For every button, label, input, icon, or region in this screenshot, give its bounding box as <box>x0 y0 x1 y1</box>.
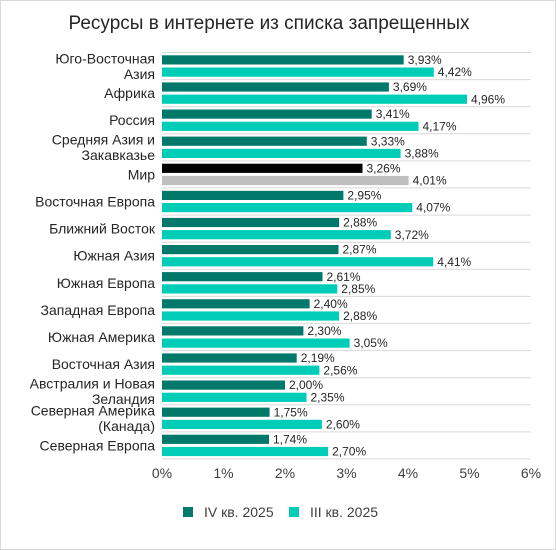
bar <box>162 257 434 267</box>
category-label: Закавказье <box>82 147 156 163</box>
data-label: 3,26% <box>367 161 401 175</box>
bar <box>162 446 329 457</box>
data-label: 2,88% <box>343 216 377 230</box>
data-label: 2,70% <box>332 445 366 459</box>
x-axis: 0% 1% 2% 3% 4% 5% 6% <box>152 465 541 481</box>
bar <box>162 190 344 200</box>
data-label: 4,42% <box>438 65 472 79</box>
bar <box>162 272 323 282</box>
bar <box>162 148 401 158</box>
bar <box>162 230 391 240</box>
bar <box>162 163 363 173</box>
category-label: Россия <box>109 112 155 128</box>
legend-swatch <box>289 507 299 517</box>
bar <box>162 299 310 309</box>
bar <box>162 82 389 92</box>
data-label: 4,96% <box>471 92 505 106</box>
bar <box>162 245 339 255</box>
data-label: 3,88% <box>405 147 439 161</box>
data-label: 2,56% <box>323 363 357 377</box>
legend: IV кв. 2025 III кв. 2025 <box>183 504 378 520</box>
data-label: 3,33% <box>371 134 405 148</box>
bar <box>162 419 322 429</box>
data-label: 2,87% <box>343 243 377 257</box>
bar <box>162 217 340 228</box>
category-label: Северная Европа <box>40 437 156 453</box>
data-label: 1,75% <box>274 405 308 419</box>
category-label: Северная Америка <box>31 403 156 419</box>
bar <box>162 136 367 146</box>
x-tick-label: 5% <box>459 465 479 481</box>
bar <box>162 94 467 104</box>
data-label: 4,07% <box>416 201 450 215</box>
data-label: 3,69% <box>393 80 427 94</box>
category-label: Восточная Азия <box>52 356 155 372</box>
category-label: Восточная Европа <box>35 194 155 210</box>
bar <box>162 392 307 402</box>
category-label: Средняя Азия и <box>52 132 155 148</box>
bar <box>162 380 285 390</box>
data-label: 2,40% <box>314 297 348 311</box>
x-tick-label: 6% <box>521 465 541 481</box>
data-label: 2,30% <box>307 324 341 338</box>
bar <box>162 284 338 294</box>
data-label: 2,60% <box>326 418 360 432</box>
category-label: Юго-Восточная <box>55 50 155 66</box>
data-label: 1,74% <box>273 432 307 446</box>
data-label: 2,00% <box>289 378 323 392</box>
category-label: Азия <box>124 66 155 82</box>
legend-label: III кв. 2025 <box>310 504 378 520</box>
grid-layer <box>162 52 531 460</box>
category-label: Зеландия <box>92 391 155 407</box>
chart-title: Ресурсы в интернете из списка запрещенны… <box>69 13 470 34</box>
bars-layer <box>162 55 467 457</box>
bar <box>162 55 404 65</box>
category-label: (Канада) <box>98 418 155 434</box>
data-label: 3,93% <box>408 53 442 67</box>
x-tick-label: 2% <box>275 465 295 481</box>
x-tick-label: 4% <box>398 465 418 481</box>
data-label: 4,17% <box>423 119 457 133</box>
data-label: 2,88% <box>343 309 377 323</box>
data-label: 2,61% <box>327 270 361 284</box>
data-label: 4,01% <box>413 174 447 188</box>
data-label: 2,35% <box>311 390 345 404</box>
bar <box>162 109 372 119</box>
data-label: 3,41% <box>376 107 410 121</box>
data-label: 2,85% <box>341 282 375 296</box>
bar <box>162 67 434 77</box>
legend-swatch <box>183 507 193 517</box>
category-label: Южная Америка <box>48 329 155 345</box>
bar <box>162 338 350 348</box>
bar <box>162 326 304 336</box>
data-label: 2,19% <box>301 351 335 365</box>
data-label: 3,05% <box>354 336 388 350</box>
bar <box>162 353 297 363</box>
data-label: 2,95% <box>347 189 381 203</box>
bar <box>162 407 270 417</box>
x-tick-label: 0% <box>152 465 172 481</box>
category-label: Южная Европа <box>57 275 155 291</box>
category-label: Африка <box>104 85 155 101</box>
data-label: 3,72% <box>395 228 429 242</box>
bar <box>162 434 269 444</box>
bar <box>162 311 340 321</box>
category-label: Ближний Восток <box>49 221 156 237</box>
legend-label: IV кв. 2025 <box>204 504 274 520</box>
category-label: Западная Европа <box>41 302 156 318</box>
category-label: Мир <box>128 166 155 182</box>
x-tick-label: 1% <box>213 465 233 481</box>
data-label: 4,41% <box>437 255 471 269</box>
bar <box>162 203 413 213</box>
x-tick-label: 3% <box>336 465 356 481</box>
bar <box>162 175 409 186</box>
category-label: Австралия и Новая <box>30 376 155 392</box>
category-label: Южная Азия <box>73 248 155 264</box>
bar <box>162 365 320 375</box>
bar <box>162 121 419 131</box>
